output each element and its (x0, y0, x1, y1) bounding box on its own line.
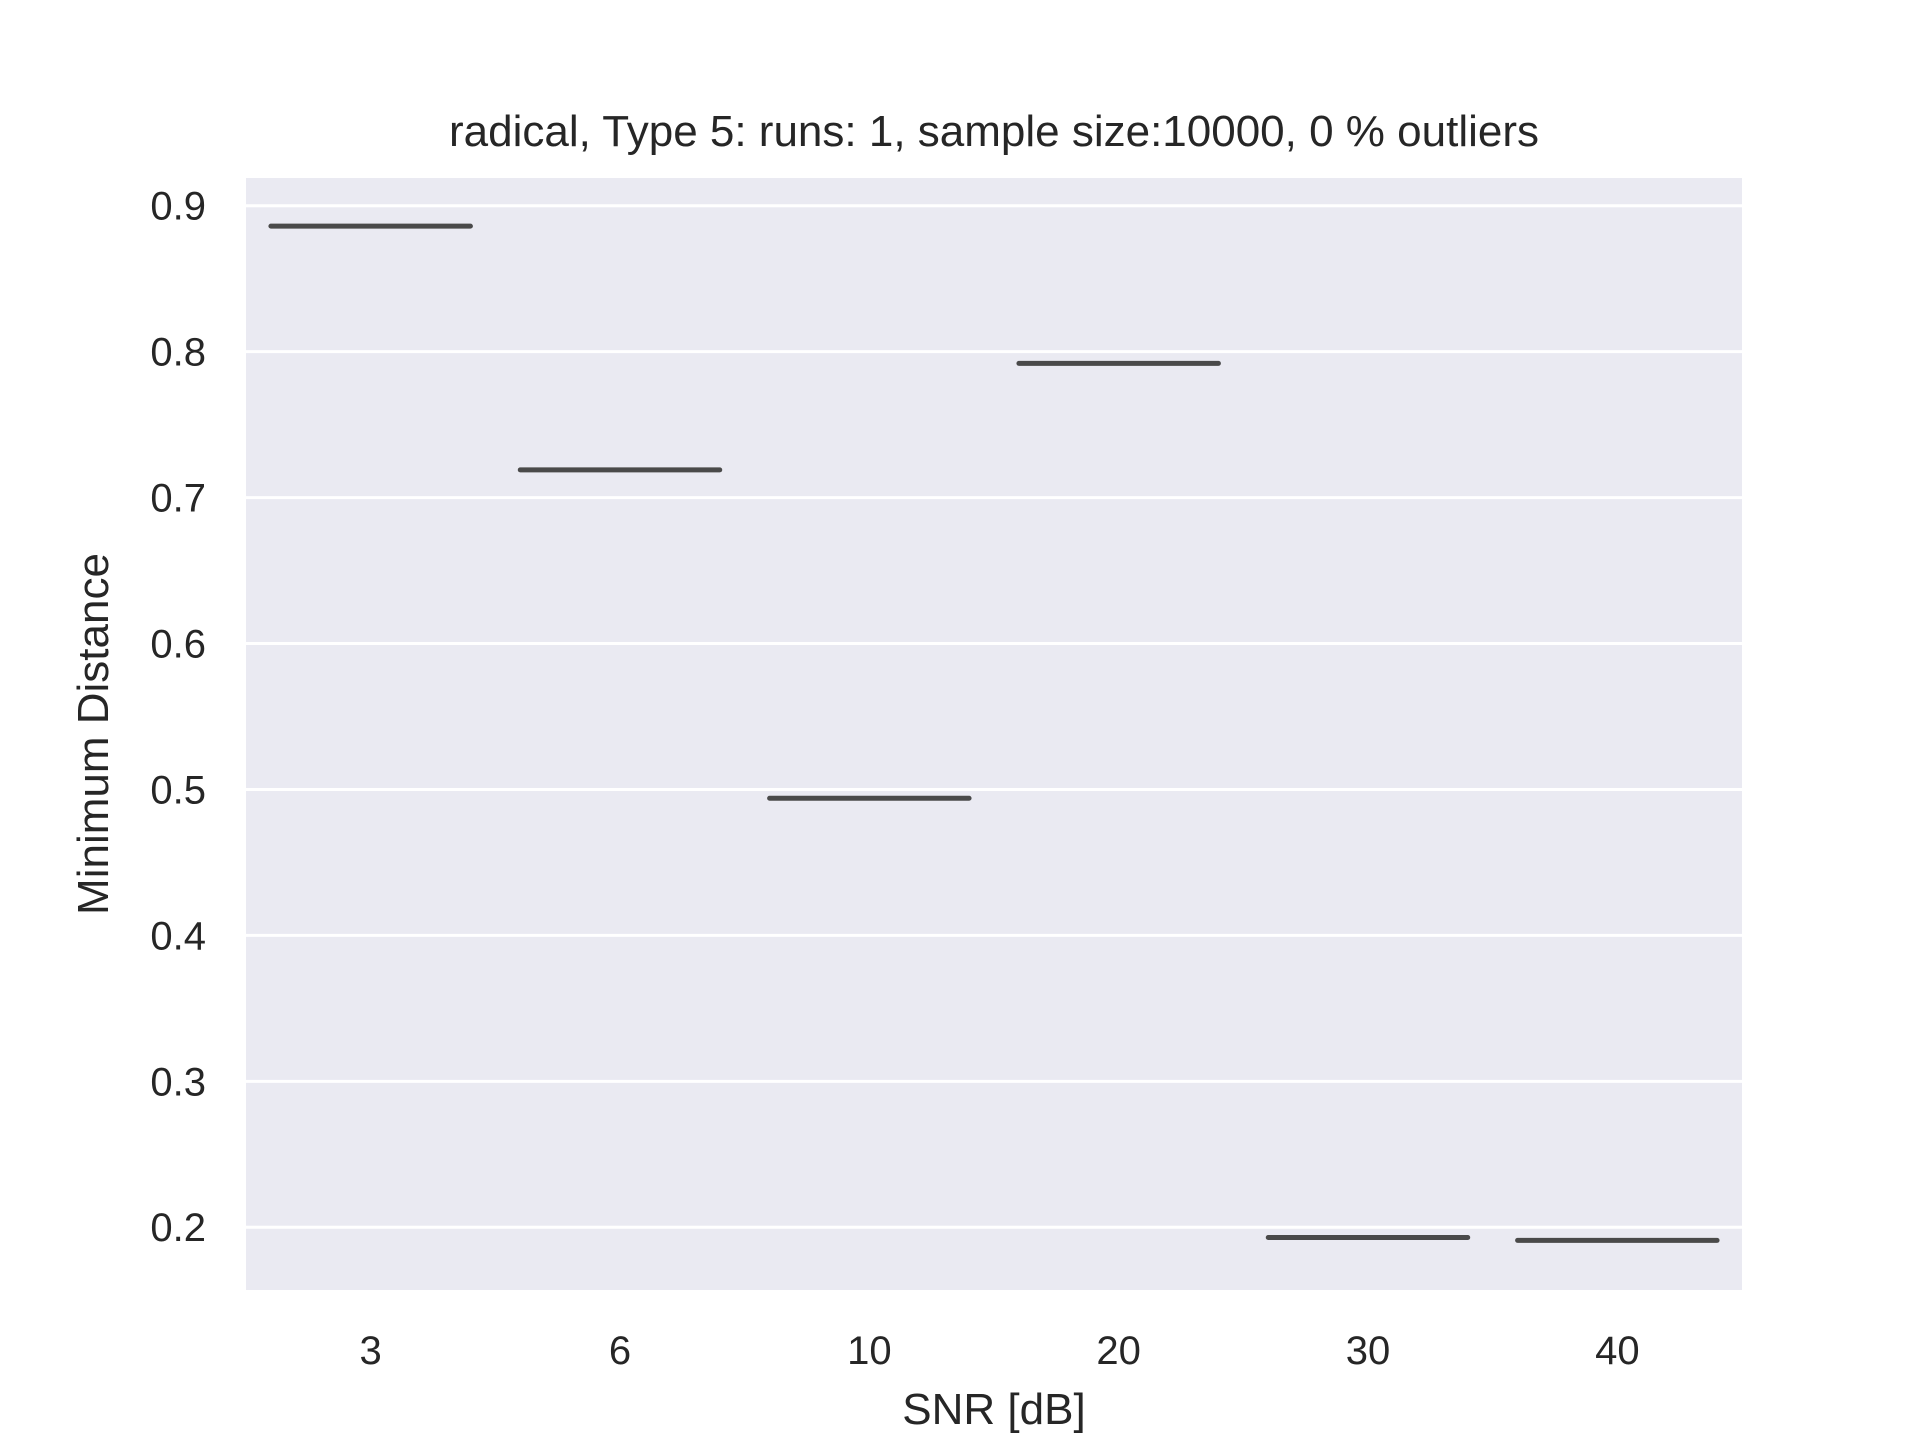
gridlines (246, 204, 1742, 1229)
x-tick-label: 3 (360, 1329, 382, 1373)
x-tick-labels: 3 6 10 20 30 40 (360, 1329, 1640, 1373)
y-tick-label: 0.8 (150, 331, 206, 375)
x-tick-label: 20 (1096, 1329, 1141, 1373)
y-tick-label: 0.4 (150, 914, 206, 958)
x-tick-label: 6 (609, 1329, 631, 1373)
y-tick-label: 0.3 (150, 1060, 206, 1104)
median-lines (268, 223, 1720, 1243)
x-tick-label: 10 (847, 1329, 892, 1373)
y-axis-label: Minimum Distance (69, 553, 118, 915)
x-axis-label: SNR [dB] (902, 1385, 1085, 1434)
y-tick-label: 0.7 (150, 477, 206, 521)
x-tick-label: 40 (1595, 1329, 1640, 1373)
plot-area (246, 178, 1742, 1290)
x-tick-label: 30 (1346, 1329, 1391, 1373)
y-tick-labels: 0.2 0.3 0.4 0.5 0.6 0.7 0.8 0.9 (150, 185, 206, 1251)
y-tick-label: 0.5 (150, 768, 206, 812)
y-tick-label: 0.2 (150, 1206, 206, 1250)
y-tick-label: 0.6 (150, 623, 206, 667)
y-tick-label: 0.9 (150, 185, 206, 229)
chart-title: radical, Type 5: runs: 1, sample size:10… (449, 107, 1539, 156)
